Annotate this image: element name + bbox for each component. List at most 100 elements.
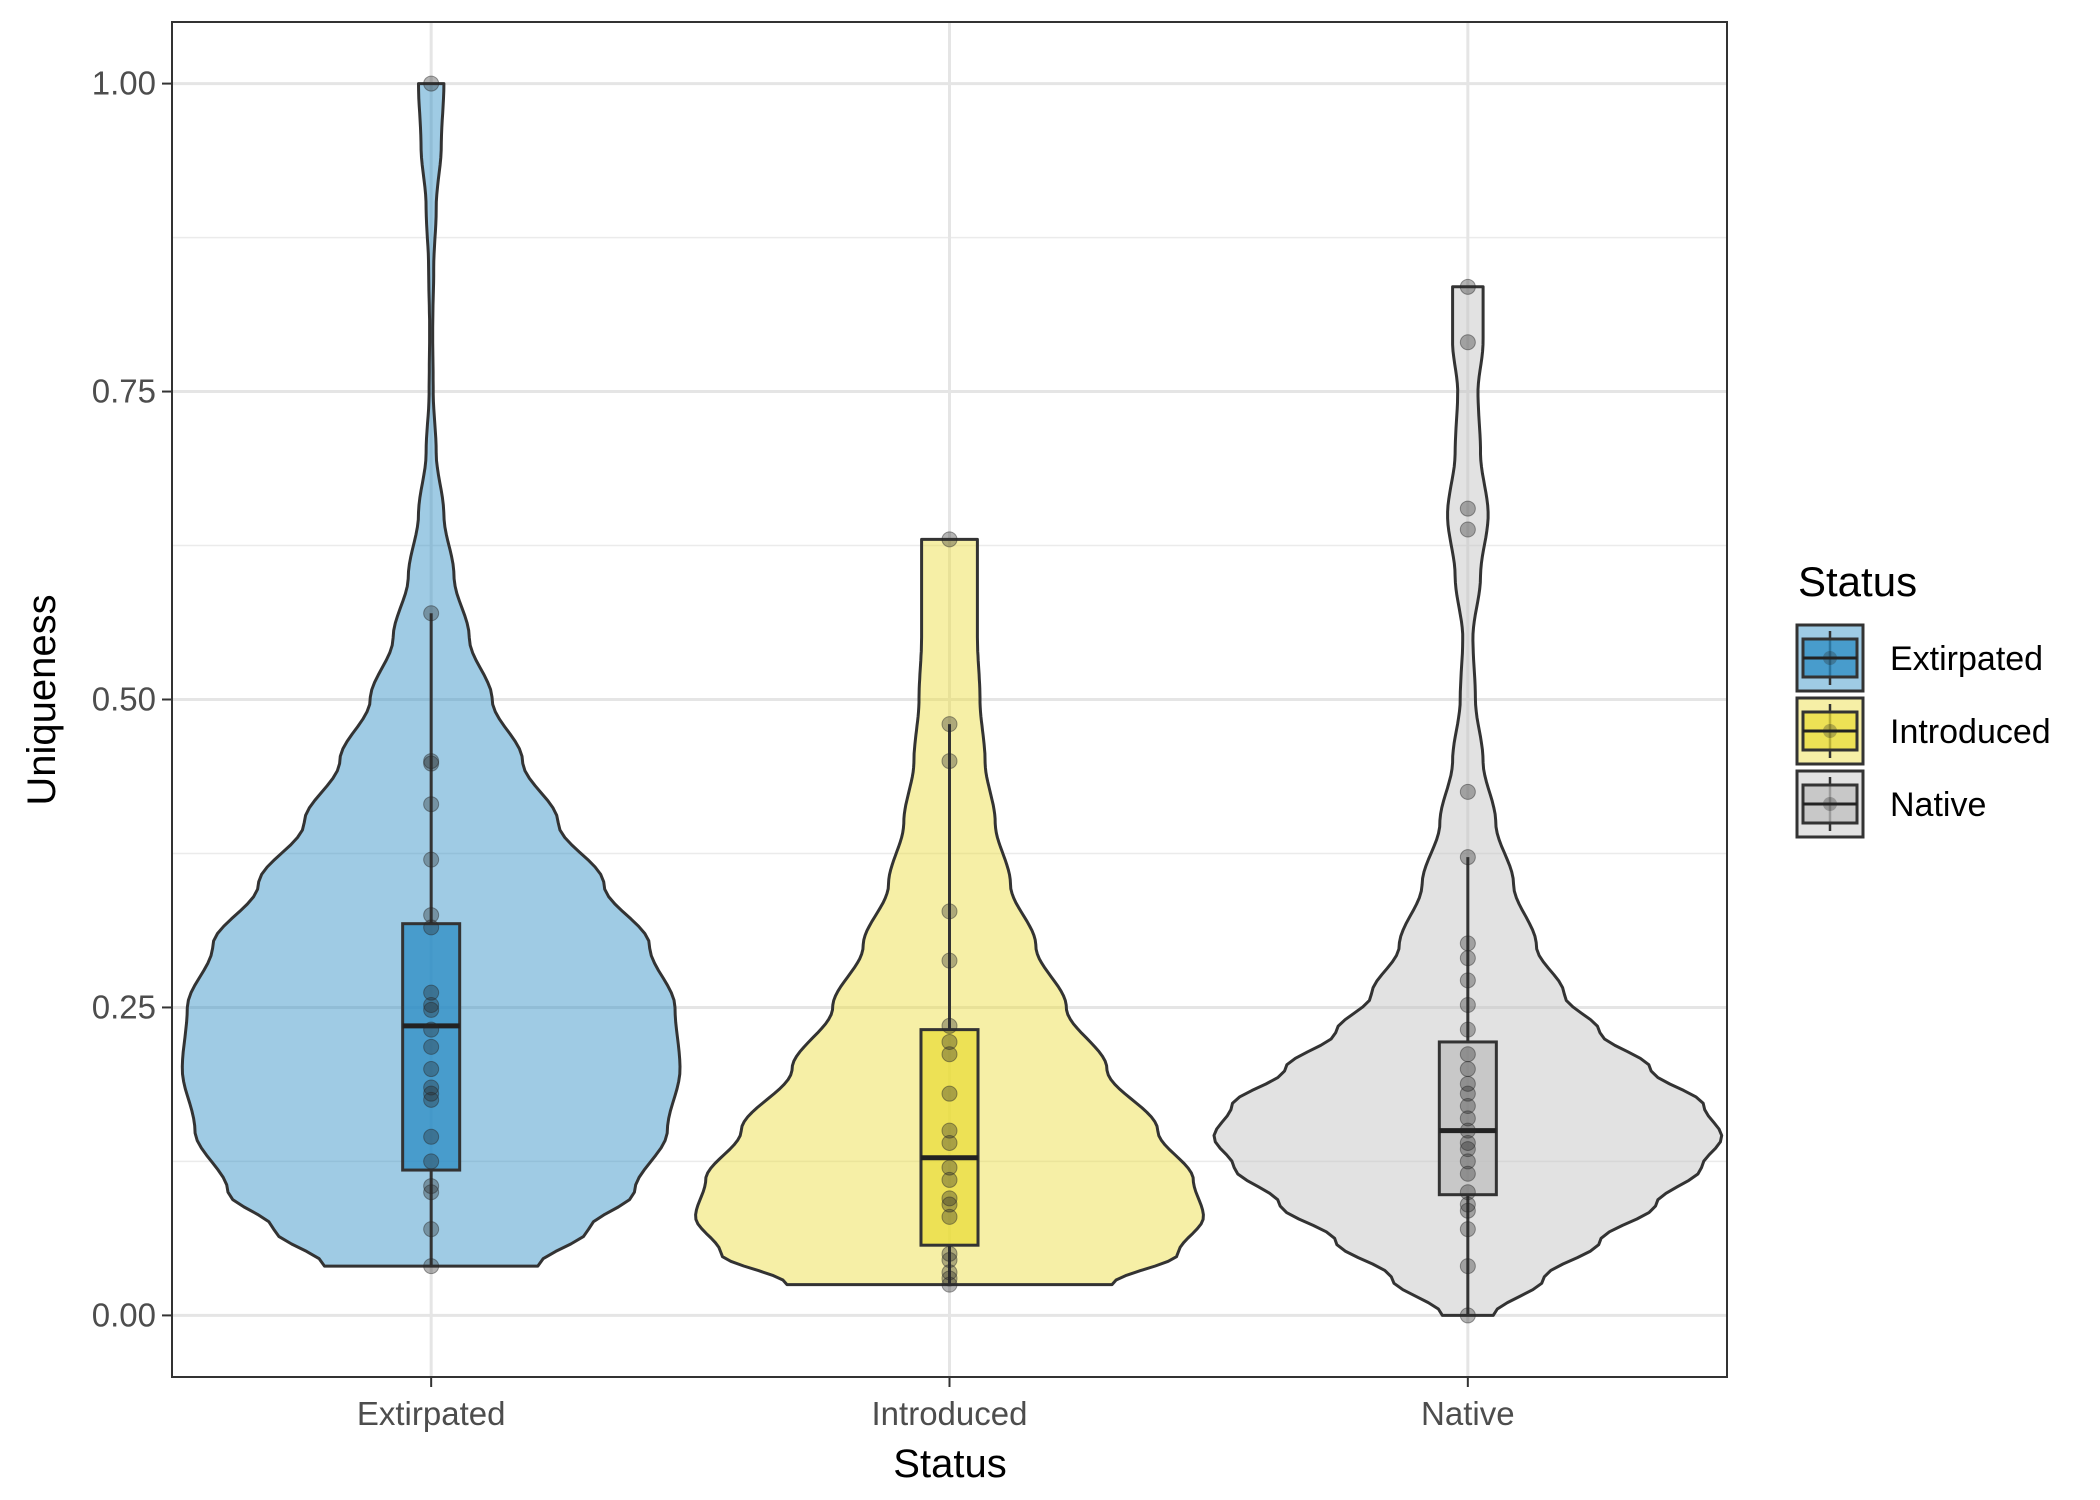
data-point: [423, 907, 440, 924]
data-point: [423, 1085, 440, 1102]
x-tick-label: Extirpated: [357, 1395, 506, 1432]
data-point: [423, 1184, 440, 1201]
data-point: [423, 1128, 440, 1145]
data-point: [423, 1153, 440, 1170]
data-point: [1459, 783, 1476, 800]
y-tick-label: 0.50: [92, 681, 156, 718]
box-native: [1437, 1040, 1498, 1197]
data-point: [1459, 935, 1476, 952]
data-point: [941, 1085, 958, 1102]
data-point: [1459, 521, 1476, 538]
box-introduced: [919, 1028, 980, 1247]
data-point: [941, 1017, 958, 1034]
x-tick-label: Introduced: [872, 1395, 1028, 1432]
legend-key-point: [1823, 724, 1837, 738]
data-point: [423, 1221, 440, 1238]
data-point: [941, 1196, 958, 1213]
data-point: [423, 1061, 440, 1078]
legend-title: Status: [1798, 558, 1917, 605]
data-point: [423, 1178, 440, 1195]
x-axis-title: Status: [893, 1442, 1006, 1486]
jitter-points: [423, 75, 1476, 1324]
data-point: [1459, 1196, 1476, 1213]
data-point: [1459, 1122, 1476, 1139]
data-point: [423, 1021, 440, 1038]
legend-label: Native: [1890, 786, 1986, 824]
data-point: [1459, 1021, 1476, 1038]
data-point: [941, 753, 958, 770]
data-point: [941, 1208, 958, 1225]
box-extirpated: [401, 922, 462, 1172]
data-point: [1459, 1046, 1476, 1063]
data-point: [941, 952, 958, 969]
data-point: [1459, 334, 1476, 351]
data-point: [1459, 1141, 1476, 1158]
violin-native: [1212, 285, 1724, 1317]
legend-label: Extirpated: [1890, 640, 2043, 678]
data-point: [423, 851, 440, 868]
y-axis-title: Uniqueness: [20, 594, 64, 805]
data-point: [1459, 1061, 1476, 1078]
boxplots: [401, 613, 1498, 1316]
y-tick-label: 0.25: [92, 988, 156, 1025]
data-point: [1459, 1307, 1476, 1324]
x-tick-label: Native: [1421, 1395, 1515, 1432]
data-point: [423, 996, 440, 1013]
data-point: [1459, 996, 1476, 1013]
data-point: [1459, 1221, 1476, 1238]
data-point: [1459, 1134, 1476, 1151]
data-point: [423, 1258, 440, 1275]
data-point: [941, 1159, 958, 1176]
data-point: [941, 903, 958, 920]
data-point: [1459, 1153, 1476, 1170]
data-point: [423, 984, 440, 1001]
data-point: [423, 919, 440, 936]
data-point: [423, 605, 440, 622]
data-point: [423, 1091, 440, 1108]
data-point: [941, 1122, 958, 1139]
data-point: [1459, 950, 1476, 967]
data-point: [941, 1046, 958, 1063]
data-point: [1459, 972, 1476, 989]
data-point: [1459, 1202, 1476, 1219]
data-point: [1459, 1085, 1476, 1102]
legend-item-native: Native: [1795, 769, 1986, 839]
data-point: [423, 1001, 440, 1018]
y-tick-label: 1.00: [92, 65, 156, 102]
data-point: [1459, 1258, 1476, 1275]
data-point: [1459, 1075, 1476, 1092]
data-point: [941, 1251, 958, 1268]
y-tick-label: 0.00: [92, 1296, 156, 1333]
data-point: [941, 1276, 958, 1293]
data-point: [941, 1171, 958, 1188]
axes: 0.00 0.25 0.50 0.75 1.00 Extirpated Introduced…: [92, 65, 1515, 1432]
legend-key-point: [1823, 651, 1837, 665]
data-point: [941, 1190, 958, 1207]
y-tick-label: 0.75: [92, 373, 156, 410]
data-point: [941, 1033, 958, 1050]
legend: Status Extirpated Introduced Native: [1795, 558, 2051, 839]
data-point: [1459, 1184, 1476, 1201]
data-point: [941, 1264, 958, 1281]
legend-key-point: [1823, 797, 1837, 811]
data-point: [423, 796, 440, 813]
data-point: [423, 1079, 440, 1096]
data-point: [941, 1245, 958, 1262]
data-point: [1459, 500, 1476, 517]
legend-items: Extirpated Introduced Native: [1795, 623, 2051, 839]
data-point: [1459, 849, 1476, 866]
data-point: [941, 1134, 958, 1151]
data-point: [941, 1270, 958, 1287]
legend-item-extirpated: Extirpated: [1795, 623, 2043, 693]
data-point: [423, 1038, 440, 1055]
data-point: [423, 755, 440, 772]
data-point: [1459, 278, 1476, 295]
data-point: [423, 753, 440, 770]
data-point: [1459, 1098, 1476, 1114]
data-point: [941, 716, 958, 733]
data-point: [1459, 1165, 1476, 1182]
legend-label: Introduced: [1890, 713, 2051, 751]
legend-item-introduced: Introduced: [1795, 696, 2051, 766]
data-point: [1459, 1110, 1476, 1127]
